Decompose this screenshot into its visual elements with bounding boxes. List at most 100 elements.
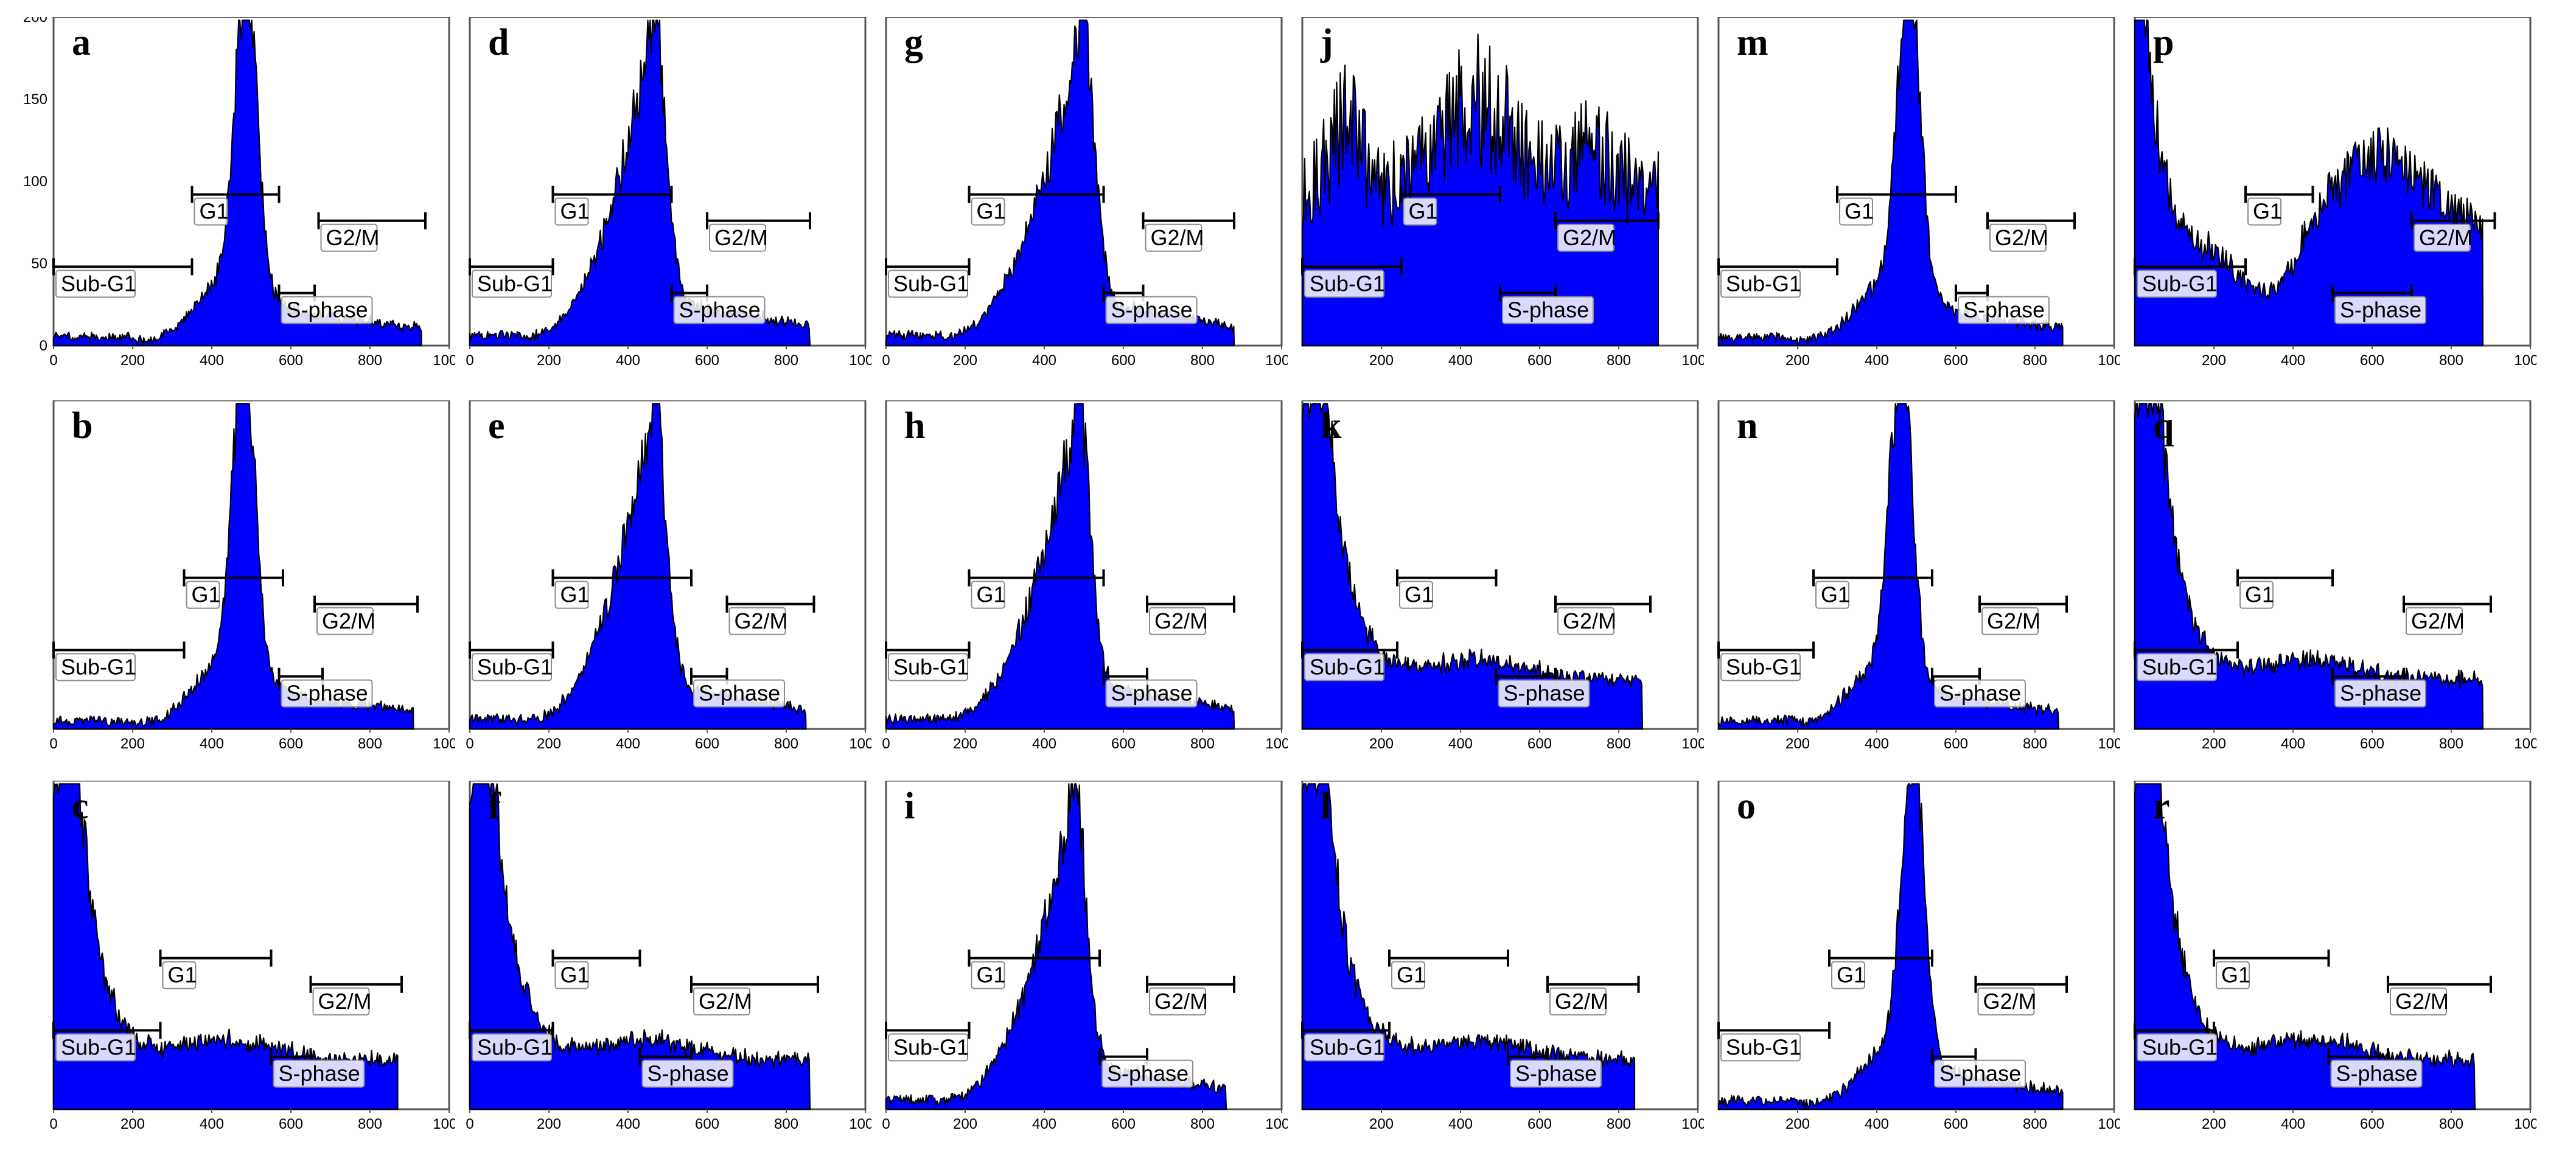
x-tick-label: 600 xyxy=(695,1116,719,1132)
x-tick-label: 600 xyxy=(279,352,303,369)
gate-label: S-phase xyxy=(287,681,368,706)
x-tick-label: 800 xyxy=(1607,736,1631,752)
gate-label: Sub-G1 xyxy=(893,271,969,296)
y-tick-label: 0 xyxy=(40,338,47,354)
gate-label-box xyxy=(1105,679,1198,708)
gate-label: Sub-G1 xyxy=(893,1034,969,1059)
gate-label-box xyxy=(1149,987,1206,1016)
gate-label: G2/M xyxy=(1563,225,1616,250)
x-tick-label: 0 xyxy=(466,736,473,752)
gate-label-box xyxy=(194,197,228,226)
gate-label-box xyxy=(1549,987,1607,1016)
x-tick-label: 0 xyxy=(49,352,57,369)
gate-label-box xyxy=(273,1059,365,1088)
gate-label: S-phase xyxy=(1515,1061,1597,1086)
x-tick-label: 400 xyxy=(1448,352,1473,369)
panel-letter: f xyxy=(488,786,501,827)
gate-label-box xyxy=(888,270,968,298)
gate-label-box xyxy=(2216,961,2250,989)
x-tick-label: 200 xyxy=(953,352,977,369)
gate-label-box xyxy=(1720,653,1801,681)
gate-label-box xyxy=(472,1033,552,1062)
gate-label-box xyxy=(1815,580,1849,609)
gate-label: G2/M xyxy=(326,225,380,250)
gate-label: Sub-G1 xyxy=(2142,654,2218,679)
gate-label-box xyxy=(1557,223,1614,252)
gate-label: S-phase xyxy=(1939,1061,2021,1086)
gate-label: S-phase xyxy=(287,298,368,322)
gate-label: S-phase xyxy=(647,1061,729,1086)
x-tick-label: 800 xyxy=(1190,736,1215,752)
gate-label: S-phase xyxy=(1963,298,2045,322)
x-tick-label: 400 xyxy=(200,1116,224,1132)
gate-label: G1 xyxy=(560,199,590,224)
gate-label-box xyxy=(1958,296,2050,324)
gate-label: G2/M xyxy=(1563,608,1616,633)
gate-label-box xyxy=(2137,1033,2217,1062)
gate-label-box xyxy=(2334,679,2426,708)
x-tick-label: 400 xyxy=(2281,1116,2305,1132)
gate-label-box xyxy=(2137,653,2217,681)
gate-label-box xyxy=(1149,607,1206,635)
gate-label: Sub-G1 xyxy=(1310,654,1385,679)
gate-label-box xyxy=(1304,1033,1384,1062)
gate-label: G2/M xyxy=(699,989,752,1014)
gate-label: G1 xyxy=(2253,199,2282,224)
gate-label: S-phase xyxy=(1111,298,1193,322)
x-tick-label: 600 xyxy=(2360,736,2384,752)
x-tick-label: 800 xyxy=(358,1116,382,1132)
gate-label: G2/M xyxy=(1154,608,1208,633)
gate-label: G2/M xyxy=(714,225,768,250)
x-tick-label: 800 xyxy=(774,1116,798,1132)
x-tick-label: 600 xyxy=(1944,736,1968,752)
x-tick-label: 800 xyxy=(1190,1116,1215,1132)
gate-label: G1 xyxy=(977,582,1006,607)
gate-label-box xyxy=(316,607,374,635)
gate-label-box xyxy=(162,961,197,989)
gate-label: G1 xyxy=(977,199,1006,224)
x-tick-label: 600 xyxy=(1111,736,1136,752)
gate-label-box xyxy=(1105,296,1198,324)
gate-label: G1 xyxy=(1405,582,1434,607)
x-tick-label: 400 xyxy=(1032,352,1056,369)
gate-label-box xyxy=(2406,607,2463,635)
x-tick-label: 600 xyxy=(1527,352,1552,369)
gate-label-box xyxy=(554,580,589,609)
gate-label-box xyxy=(2334,296,2426,324)
x-tick-label: 0 xyxy=(49,1116,57,1132)
gate-label-box xyxy=(281,296,373,324)
x-tick-label: 400 xyxy=(200,352,224,369)
x-tick-label: 200 xyxy=(2202,736,2226,752)
gate-label: Sub-G1 xyxy=(2142,1034,2218,1059)
x-tick-label: 400 xyxy=(2281,352,2305,369)
gate-label-box xyxy=(1304,270,1384,298)
x-tick-label: 800 xyxy=(1607,352,1631,369)
gate-label-box xyxy=(1977,987,2035,1016)
gate-label-box xyxy=(1391,961,1425,989)
gate-label-box xyxy=(554,197,589,226)
gate-label: G2/M xyxy=(2395,989,2449,1014)
y-tick-label: 100 xyxy=(23,173,47,190)
x-tick-label: 600 xyxy=(1527,1116,1552,1132)
gate-label-box xyxy=(888,1033,968,1062)
x-tick-label: 200 xyxy=(1369,352,1394,369)
gate-label-box xyxy=(472,653,552,681)
gate-label: Sub-G1 xyxy=(477,654,553,679)
gate-label: G2/M xyxy=(1154,989,1208,1014)
x-tick-label: 200 xyxy=(537,736,561,752)
panel-letter: e xyxy=(488,405,505,447)
gate-label: Sub-G1 xyxy=(1310,1034,1385,1059)
x-tick-label: 800 xyxy=(1190,352,1215,369)
x-tick-label: 0 xyxy=(882,736,890,752)
